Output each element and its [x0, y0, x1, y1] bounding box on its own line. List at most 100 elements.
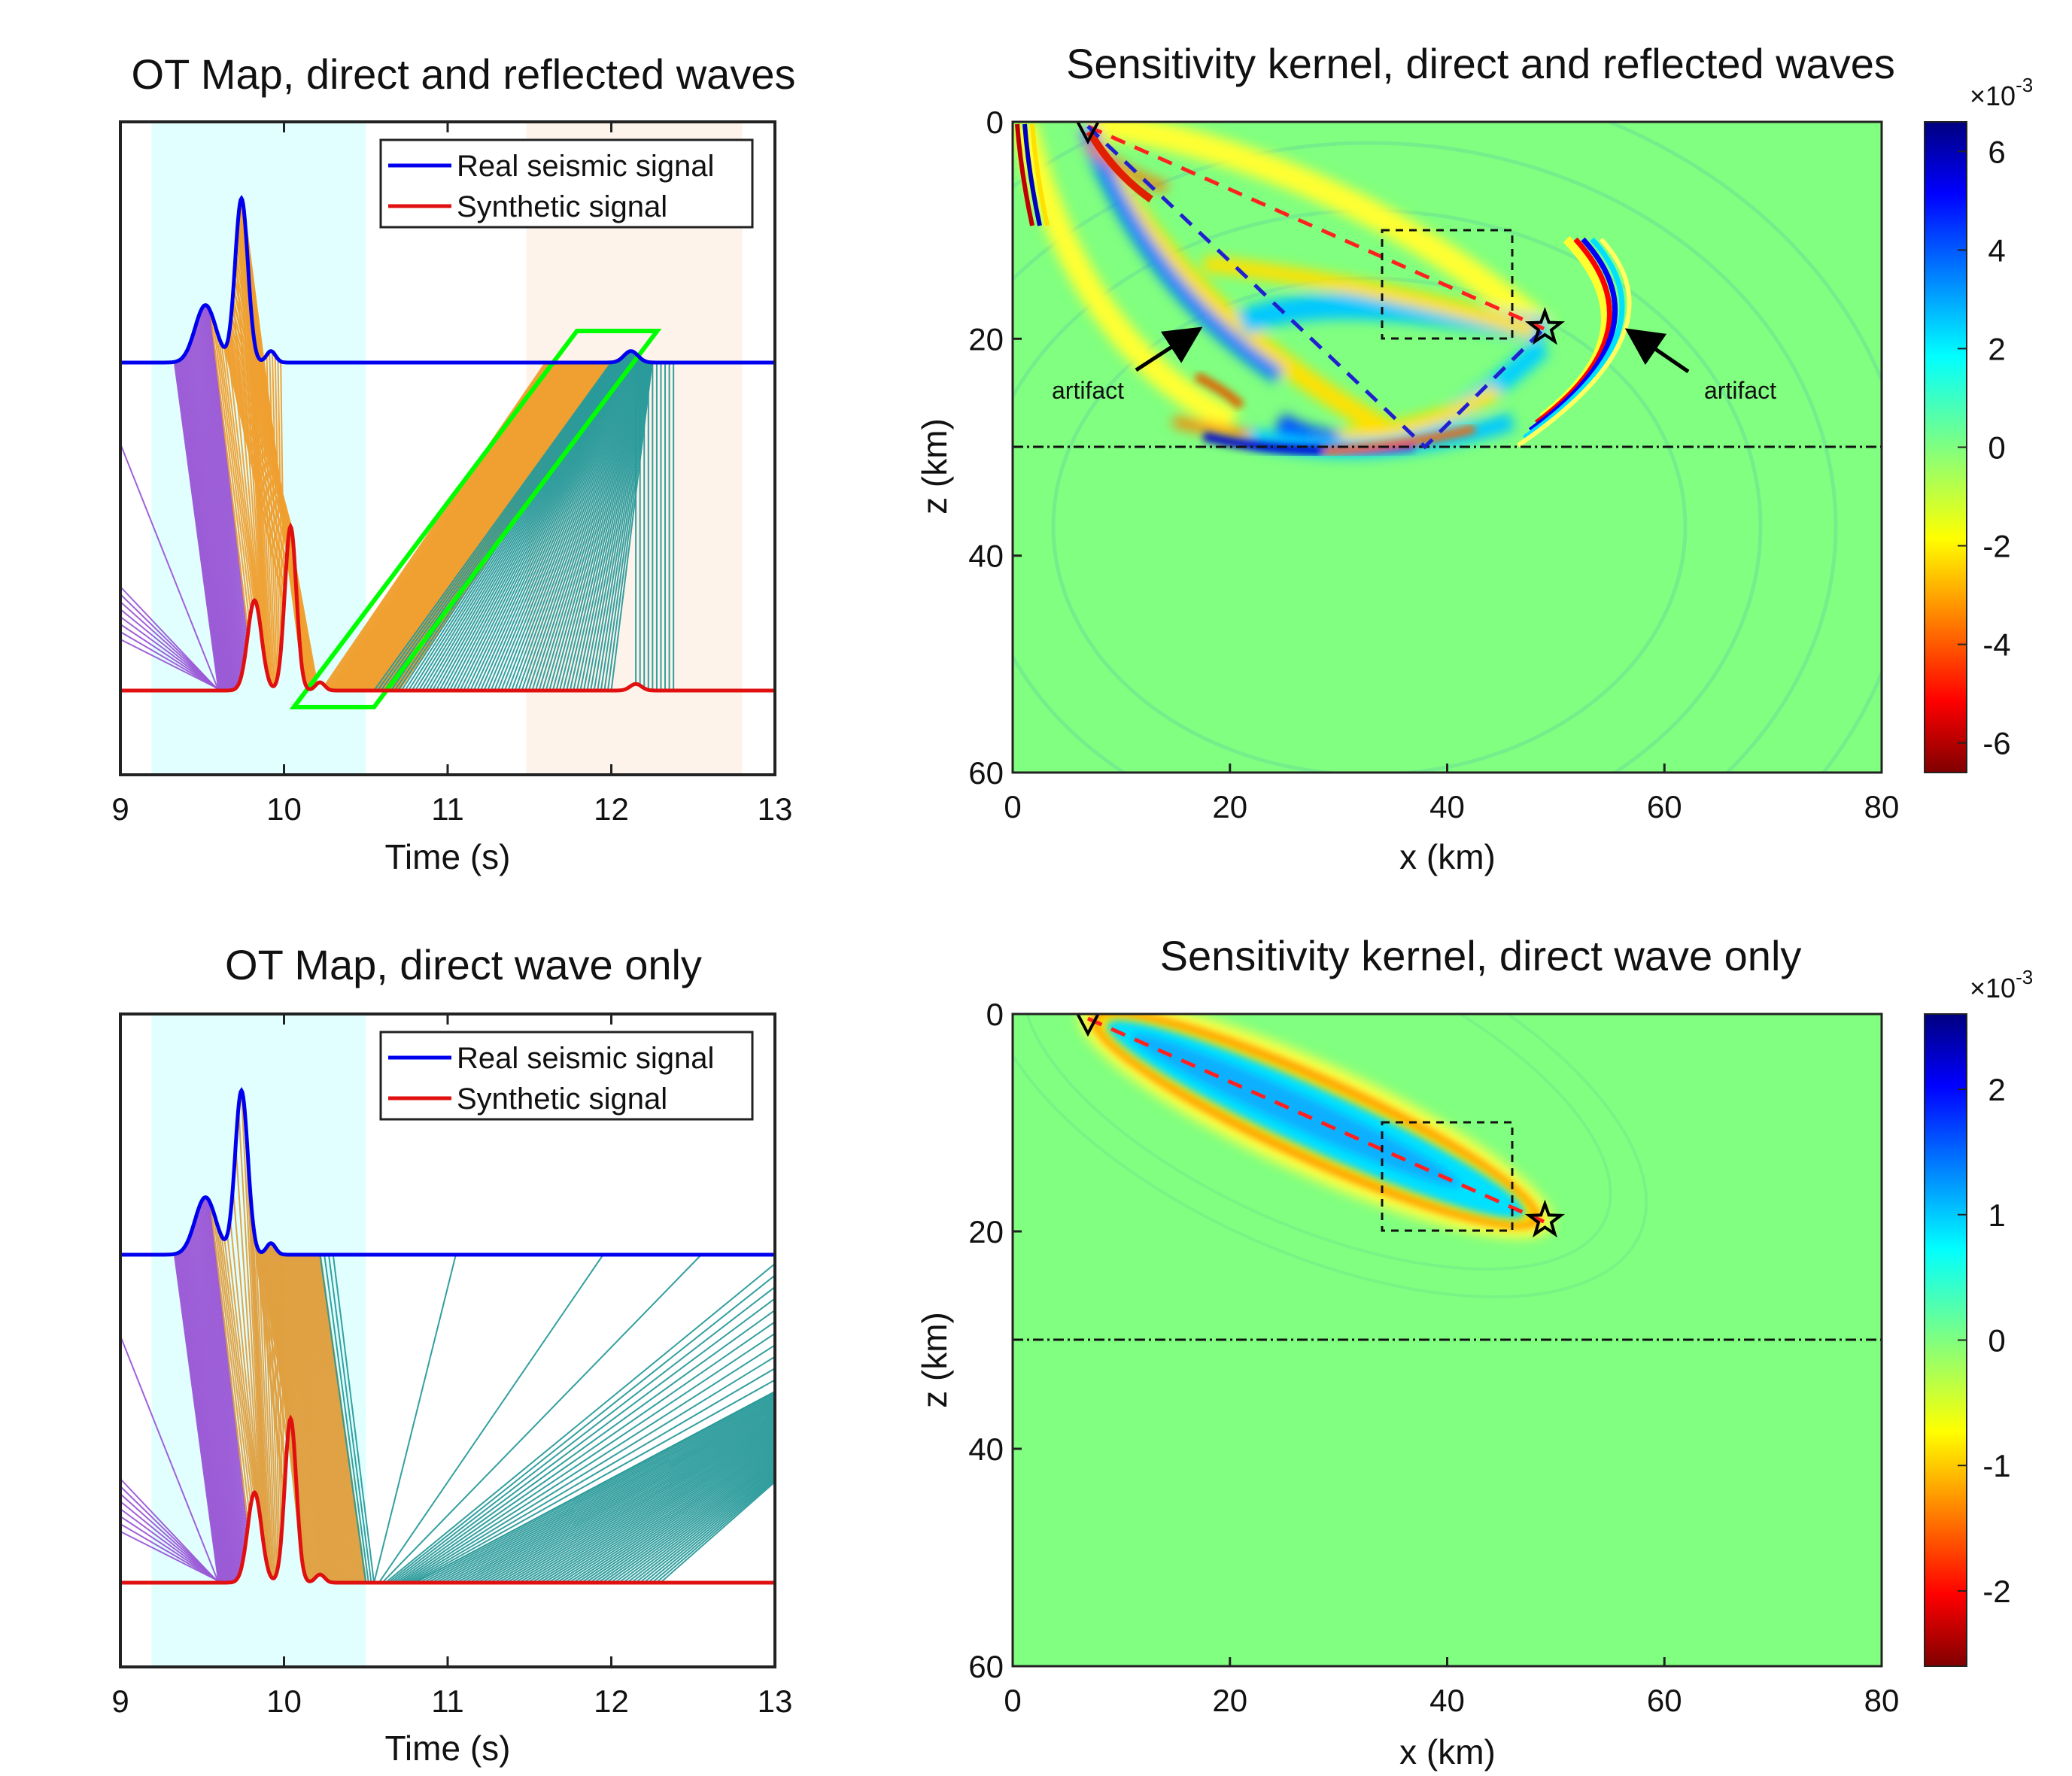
transport-line-111	[324, 362, 547, 687]
colorbar-exponent-base: ×10	[1970, 80, 2016, 111]
transport-line-227	[566, 360, 646, 691]
transport-line-122	[324, 1254, 369, 1583]
transport-line-138	[412, 1379, 776, 1583]
transport-line-48	[217, 336, 254, 606]
transport-line-36	[201, 1200, 242, 1568]
transport-line-199	[469, 351, 629, 691]
transport-line-207	[497, 351, 633, 691]
ytick-label-2: 40	[968, 1431, 1004, 1467]
transport-line-135	[403, 1344, 776, 1583]
transport-line-137	[409, 1368, 776, 1583]
transport-line-174	[384, 361, 614, 691]
heatmap-ripples	[1013, 1014, 1648, 1299]
transport-line-43	[208, 1201, 248, 1532]
transport-line-185	[601, 1459, 776, 1583]
ytick-label-3: 60	[968, 755, 1004, 791]
transport-line-134	[401, 1332, 776, 1583]
transport-line-123	[327, 1254, 372, 1583]
transport-line-188	[614, 1464, 776, 1583]
transport-line-196	[647, 1477, 776, 1583]
ot-map-both-transport-lines	[120, 198, 675, 691]
xtick-label-3: 60	[1647, 789, 1682, 824]
transport-line-26	[191, 338, 234, 691]
ot-map-both-legend: Real seismic signal Synthetic signal	[379, 138, 754, 229]
transport-line-110	[253, 342, 318, 685]
transport-line-204	[487, 351, 632, 691]
transport-line-174	[555, 1443, 776, 1583]
transport-line-87	[275, 1248, 312, 1582]
transport-line-184	[597, 1458, 776, 1583]
transport-line-104	[297, 1254, 341, 1583]
transport-line-149	[451, 1404, 776, 1583]
transport-line-212	[514, 353, 636, 691]
transport-line-105	[299, 1254, 342, 1583]
transport-line-182	[589, 1455, 776, 1583]
transport-line-224	[555, 360, 644, 691]
transport-line-106	[300, 1254, 344, 1583]
colorbar-tick-label-5: -4	[1982, 627, 2010, 663]
transport-line-208	[500, 351, 634, 691]
transport-line-136	[406, 1356, 776, 1583]
transport-line-230	[576, 361, 647, 691]
transport-line-11	[175, 1253, 221, 1583]
transport-line-221	[545, 358, 642, 691]
transport-line-55	[238, 1107, 263, 1535]
transport-line-162	[506, 1424, 776, 1583]
transport-line-171	[543, 1438, 776, 1583]
transport-line-59	[249, 1185, 269, 1570]
transport-line-109	[304, 1254, 349, 1583]
xtick-label-1: 20	[1212, 1683, 1247, 1718]
transport-line-42	[207, 307, 248, 646]
transport-line-114	[311, 1254, 357, 1583]
heatmap-direct-front	[1015, 123, 1245, 410]
transport-line-61	[254, 1240, 272, 1577]
transport-line-47	[215, 328, 252, 612]
transport-line-73	[256, 1246, 289, 1443]
transport-line-155	[476, 1413, 776, 1583]
kernel-direct-colorbar: 2 1 0 -1 -2 ×10-3	[1924, 966, 2033, 1667]
colorbar-tick-label-4: -2	[1982, 529, 2010, 564]
transport-line-27	[192, 335, 235, 690]
transport-line-108	[302, 1254, 348, 1583]
transport-line-143	[427, 1395, 776, 1583]
transport-line-232	[582, 361, 649, 691]
transport-line-216	[527, 355, 639, 691]
colorbar-tick-label-4: -2	[1982, 1574, 2010, 1609]
colorbar-ticks: 2 1 0 -1 -2	[1958, 1072, 2011, 1609]
transport-line-195	[643, 1475, 776, 1583]
transport-line-113	[309, 1254, 356, 1583]
transport-line-5	[120, 1516, 222, 1583]
zoom-box	[1381, 229, 1514, 340]
transport-line-102	[294, 1254, 337, 1583]
ot-map-direct-title: OT Map, direct wave only	[225, 941, 702, 988]
transport-line-71	[223, 346, 285, 605]
legend-synthetic-label: Synthetic signal	[457, 1082, 667, 1116]
colorbar-tick-label-3: 0	[1988, 430, 2005, 466]
transport-line-26	[191, 1230, 234, 1583]
transport-line-111	[306, 1254, 352, 1583]
transport-line-119	[317, 1254, 366, 1583]
transport-line-103	[296, 1254, 339, 1583]
reflected-ray	[1086, 125, 1545, 450]
transport-line-4	[120, 1508, 221, 1583]
transport-line-20	[184, 1245, 229, 1583]
transport-line-12	[176, 360, 222, 691]
kernel-direct-xticks: 0 20 40 60 80	[1004, 1657, 1899, 1718]
transport-line-32	[197, 1210, 239, 1578]
transport-line-164	[514, 1427, 776, 1583]
transport-line-50	[223, 1239, 257, 1493]
transport-line-14	[178, 360, 224, 691]
transport-line-233	[586, 362, 649, 691]
transport-line-22	[187, 348, 231, 691]
transport-line-40	[205, 305, 246, 658]
transport-line-7	[120, 639, 223, 691]
transport-line-209	[503, 351, 635, 691]
transport-line-189	[618, 1465, 776, 1583]
transport-line-47	[215, 1220, 252, 1504]
transport-line-22	[187, 1240, 231, 1583]
ot-map-both-panel: OT Map, direct and reflected waves 9 10 11…	[111, 50, 795, 876]
transport-line-54	[235, 1145, 262, 1524]
legend-synthetic-label: Synthetic signal	[457, 190, 667, 223]
transport-line-27	[192, 1227, 235, 1582]
ot-map-direct-legend: Real seismic signal Synthetic signal	[379, 1031, 754, 1121]
